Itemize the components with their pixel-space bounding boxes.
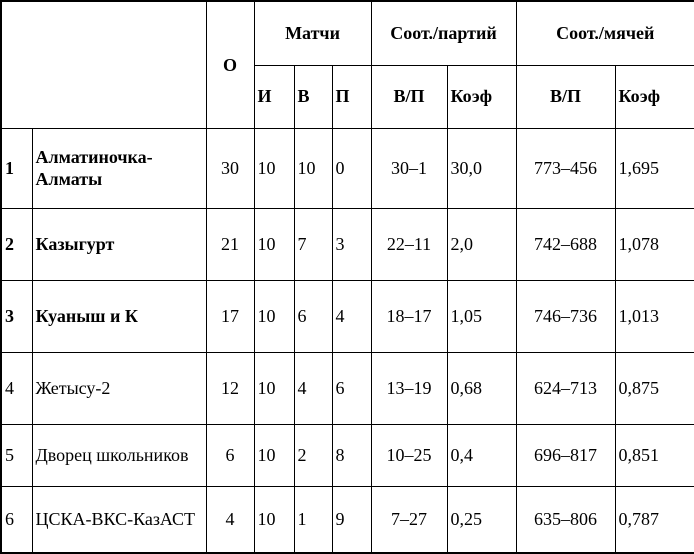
team-name-cell: Алматиночка-Алматы <box>31 127 207 209</box>
col-group-balls-ratio: Соот./мячей <box>515 0 694 66</box>
table-row: 5 Дворец школьников 6 10 2 8 10–25 0,4 6… <box>0 424 694 488</box>
col-header-balls-ratio: В/П <box>515 64 616 129</box>
balls-ratio-cell: 742–688 <box>515 207 616 281</box>
losses-cell: 3 <box>331 207 372 281</box>
sets-ratio-cell: 18–17 <box>370 279 448 354</box>
balls-ratio-cell: 746–736 <box>515 279 616 354</box>
rank-cell: 5 <box>0 424 33 488</box>
sets-ratio-cell: 22–11 <box>370 207 448 281</box>
balls-koef-cell: 0,787 <box>614 486 694 554</box>
balls-ratio-cell: 624–713 <box>515 351 616 426</box>
table-row: 1 Алматиночка-Алматы 30 10 10 0 30–1 30,… <box>0 127 694 209</box>
balls-ratio-cell: 635–806 <box>515 486 616 554</box>
losses-cell: 9 <box>331 486 372 554</box>
rank-cell: 1 <box>0 127 33 209</box>
balls-koef-cell: 1,078 <box>614 207 694 281</box>
sets-koef-cell: 0,4 <box>446 424 517 488</box>
header-group-row: О Матчи Соот./партий Соот./мячей <box>0 0 694 129</box>
losses-cell: 6 <box>331 351 372 426</box>
balls-koef-cell: 1,695 <box>614 127 694 209</box>
wins-cell: 1 <box>293 486 333 554</box>
table-row: 6 ЦСКА-ВКС-КазАСТ 4 10 1 9 7–27 0,25 635… <box>0 486 694 554</box>
games-cell: 10 <box>253 127 295 209</box>
col-group-matches: Матчи <box>253 0 372 66</box>
games-cell: 10 <box>253 486 295 554</box>
sets-ratio-cell: 30–1 <box>370 127 448 209</box>
points-cell: 30 <box>205 127 255 209</box>
table-body: 1 Алматиночка-Алматы 30 10 10 0 30–1 30,… <box>0 127 694 554</box>
points-cell: 21 <box>205 207 255 281</box>
wins-cell: 6 <box>293 279 333 354</box>
sets-koef-cell: 0,68 <box>446 351 517 426</box>
col-header-sets-koef: Коэф <box>446 64 517 129</box>
balls-ratio-cell: 696–817 <box>515 424 616 488</box>
wins-cell: 7 <box>293 207 333 281</box>
balls-koef-cell: 1,013 <box>614 279 694 354</box>
col-header-wins: В <box>293 64 333 129</box>
games-cell: 10 <box>253 351 295 426</box>
sets-koef-cell: 0,25 <box>446 486 517 554</box>
balls-koef-cell: 0,851 <box>614 424 694 488</box>
col-header-balls-koef: Коэф <box>614 64 694 129</box>
losses-cell: 8 <box>331 424 372 488</box>
sets-ratio-cell: 7–27 <box>370 486 448 554</box>
games-cell: 10 <box>253 207 295 281</box>
table-row: 2 Казыгурт 21 10 7 3 22–11 2,0 742–688 1… <box>0 207 694 281</box>
corner-empty-cell <box>0 0 207 129</box>
sets-koef-cell: 1,05 <box>446 279 517 354</box>
col-group-sets-ratio: Соот./партий <box>370 0 517 66</box>
wins-cell: 2 <box>293 424 333 488</box>
col-header-games: И <box>253 64 295 129</box>
points-cell: 12 <box>205 351 255 426</box>
games-cell: 10 <box>253 279 295 354</box>
wins-cell: 4 <box>293 351 333 426</box>
rank-cell: 2 <box>0 207 33 281</box>
table-header: О Матчи Соот./партий Соот./мячей И В П В… <box>0 0 694 129</box>
sets-ratio-cell: 10–25 <box>370 424 448 488</box>
team-name-cell: Казыгурт <box>31 207 207 281</box>
balls-ratio-cell: 773–456 <box>515 127 616 209</box>
header-sub-row: И В П В/П Коэф В/П Коэф <box>1 64 694 129</box>
rank-cell: 3 <box>0 279 33 354</box>
losses-cell: 4 <box>331 279 372 354</box>
col-header-losses: П <box>331 64 372 129</box>
games-cell: 10 <box>253 424 295 488</box>
table-row: 3 Куаныш и К 17 10 6 4 18–17 1,05 746–73… <box>0 279 694 354</box>
wins-cell: 10 <box>293 127 333 209</box>
col-header-sets-ratio: В/П <box>370 64 448 129</box>
points-cell: 17 <box>205 279 255 354</box>
points-cell: 4 <box>205 486 255 554</box>
team-name-cell: Куаныш и К <box>31 279 207 354</box>
sets-ratio-cell: 13–19 <box>370 351 448 426</box>
losses-cell: 0 <box>331 127 372 209</box>
sets-koef-cell: 2,0 <box>446 207 517 281</box>
team-name-cell: Дворец школьников <box>31 424 207 488</box>
rank-cell: 6 <box>0 486 33 554</box>
team-name-cell: Жетысу-2 <box>31 351 207 426</box>
col-header-points: О <box>205 0 255 129</box>
table-row: 4 Жетысу-2 12 10 4 6 13–19 0,68 624–713 … <box>0 351 694 426</box>
points-cell: 6 <box>205 424 255 488</box>
team-name-cell: ЦСКА-ВКС-КазАСТ <box>31 486 207 554</box>
balls-koef-cell: 0,875 <box>614 351 694 426</box>
sets-koef-cell: 30,0 <box>446 127 517 209</box>
rank-cell: 4 <box>0 351 33 426</box>
